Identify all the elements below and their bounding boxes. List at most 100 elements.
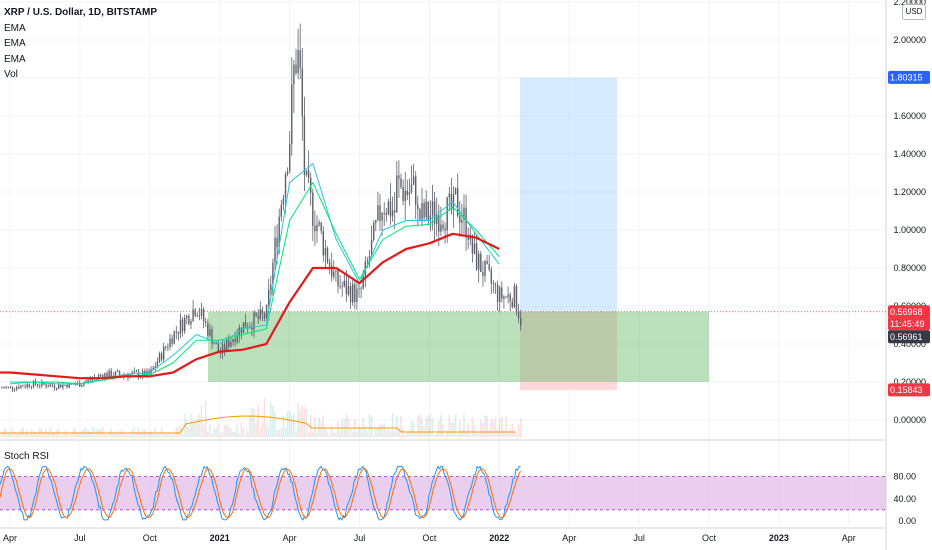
volume-bar bbox=[78, 434, 81, 437]
candle-body bbox=[116, 371, 119, 372]
volume-bar bbox=[288, 411, 291, 437]
indicator-volume[interactable]: Vol bbox=[4, 69, 18, 80]
stoch-rsi-label[interactable]: Stoch RSI bbox=[4, 451, 50, 462]
candle-body bbox=[301, 68, 303, 117]
volume-bars bbox=[0, 398, 522, 437]
volume-bar bbox=[316, 432, 318, 437]
volume-bar bbox=[469, 433, 472, 437]
price-axis[interactable]: 2.200002.000001.800001.600001.400001.200… bbox=[888, 0, 930, 526]
volume-bar bbox=[74, 427, 77, 437]
volume-bar bbox=[366, 431, 369, 437]
volume-bar bbox=[219, 433, 222, 437]
candle-body bbox=[91, 378, 93, 381]
candle-body bbox=[484, 260, 486, 276]
candle-body bbox=[146, 370, 148, 377]
currency-badge[interactable]: USD bbox=[902, 4, 926, 20]
candle-body bbox=[307, 170, 310, 178]
candle-body bbox=[517, 312, 520, 319]
candle-body bbox=[192, 309, 194, 322]
candle-body bbox=[394, 210, 396, 213]
candle-body bbox=[322, 231, 324, 256]
candle-body bbox=[171, 338, 173, 344]
stop-zone bbox=[520, 311, 617, 390]
volume-bar bbox=[417, 415, 419, 437]
candle-body bbox=[188, 315, 190, 325]
candle-body bbox=[375, 220, 377, 224]
time-tick-label: 2023 bbox=[769, 533, 789, 543]
volume-bar bbox=[293, 413, 295, 437]
candle-body bbox=[446, 197, 448, 231]
volume-bar bbox=[335, 433, 337, 437]
volume-bar bbox=[333, 431, 335, 437]
volume-bar bbox=[408, 430, 411, 437]
volume-bar bbox=[85, 427, 87, 437]
candle-body bbox=[175, 331, 177, 333]
volume-bar bbox=[127, 434, 129, 437]
candle-body bbox=[486, 260, 488, 265]
volume-bar bbox=[404, 434, 406, 437]
volume-bar bbox=[444, 434, 446, 437]
price-badge-label: 0.56961 bbox=[890, 332, 923, 342]
volume-bar bbox=[291, 415, 293, 437]
candle-body bbox=[13, 389, 16, 390]
candle-body bbox=[125, 374, 127, 376]
volume-bar bbox=[440, 415, 442, 437]
volume-bar bbox=[496, 429, 499, 437]
indicator-ema-3[interactable]: EMA bbox=[4, 53, 26, 65]
volume-bar bbox=[318, 417, 320, 437]
candle-body bbox=[362, 276, 364, 289]
osc-tick-label: 80.00 bbox=[893, 472, 916, 482]
candle-body bbox=[186, 315, 188, 318]
candle-body bbox=[383, 212, 385, 214]
candle-body bbox=[297, 50, 299, 73]
volume-bar bbox=[223, 425, 226, 437]
candle-body bbox=[217, 343, 219, 352]
candle-body bbox=[263, 313, 266, 319]
volume-bar bbox=[433, 434, 436, 437]
candle-body bbox=[270, 284, 272, 290]
price-tick-label: 1.40000 bbox=[893, 149, 926, 159]
volume-bar bbox=[209, 424, 211, 437]
symbol-title[interactable]: XRP / U.S. Dollar, 1D, BITSTAMP bbox=[4, 7, 157, 18]
candle-body bbox=[100, 375, 102, 376]
volume-bar bbox=[13, 433, 16, 437]
volume-bar bbox=[326, 431, 329, 437]
candle-body bbox=[444, 228, 446, 231]
candle-body bbox=[345, 280, 348, 295]
candle-body bbox=[282, 198, 285, 205]
candle-body bbox=[39, 385, 41, 387]
candle-body bbox=[32, 380, 35, 388]
price-badge bbox=[888, 317, 930, 331]
candle-body bbox=[163, 346, 165, 360]
volume-bar bbox=[194, 421, 196, 437]
volume-bar bbox=[76, 432, 79, 437]
candle-body bbox=[202, 309, 205, 322]
volume-bar bbox=[375, 428, 377, 437]
volume-bar bbox=[450, 421, 453, 437]
price-tick-label: 0.80000 bbox=[893, 263, 926, 273]
candle-body bbox=[87, 379, 89, 382]
time-axis[interactable]: Apr Jul Oct 2021 Apr Jul Oct 2022 Apr Jul Oct 2023 A… bbox=[3, 533, 856, 543]
candle-body bbox=[408, 192, 411, 196]
candle-body bbox=[480, 253, 482, 272]
volume-bar bbox=[64, 431, 66, 437]
position-zones[interactable] bbox=[208, 77, 709, 390]
candle-body bbox=[11, 386, 14, 390]
candle-body bbox=[404, 190, 406, 202]
chart-legend: XRP / U.S. Dollar, 1D, BITSTAMP EMA EMA … bbox=[4, 5, 157, 83]
candle-body bbox=[160, 353, 163, 360]
price-tick-label: 1.20000 bbox=[893, 187, 926, 197]
candle-body bbox=[221, 344, 224, 354]
candle-body bbox=[419, 209, 421, 220]
volume-bar bbox=[167, 433, 169, 437]
volume-bar bbox=[129, 433, 131, 437]
volume-bar bbox=[267, 426, 270, 437]
volume-bar bbox=[322, 415, 325, 437]
indicator-ema-1[interactable]: EMA bbox=[4, 22, 26, 34]
candle-body bbox=[152, 367, 154, 370]
volume-bar bbox=[152, 433, 154, 437]
indicator-ema-2[interactable]: EMA bbox=[4, 38, 26, 49]
candle-body bbox=[492, 283, 495, 284]
volume-bar bbox=[314, 417, 316, 437]
